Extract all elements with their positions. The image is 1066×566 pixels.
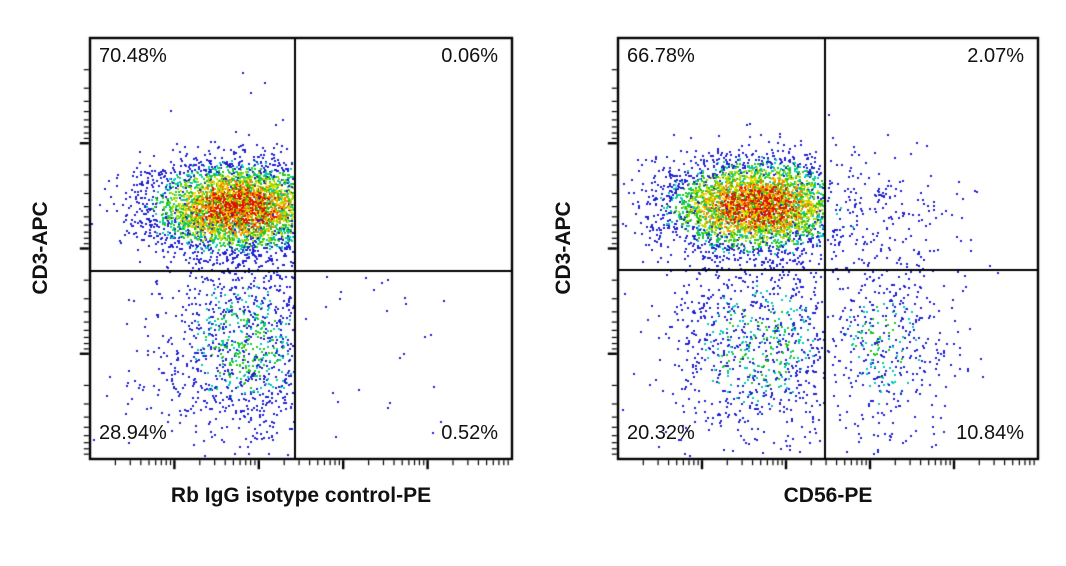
right-panel-quadrant-label-bottom-left: 20.32% (627, 422, 695, 444)
left-panel-quadrant-label-top-left: 70.48% (99, 45, 167, 67)
right-panel-y-axis-label: CD3-APC (552, 201, 575, 295)
right-panel-quadrant-label-bottom-right: 10.84% (956, 422, 1024, 444)
right-panel-quadrant-label-top-left: 66.78% (627, 45, 695, 67)
left-panel-quadrant-label-bottom-right: 0.52% (441, 422, 498, 444)
left-panel-quadrant-label-bottom-left: 28.94% (99, 422, 167, 444)
right-panel-quadrant-label-top-right: 2.07% (967, 45, 1024, 67)
left-panel-quadrant-label-top-right: 0.06% (441, 45, 498, 67)
right-panel-x-axis-label: CD56-PE (783, 484, 873, 507)
left-panel-y-axis-label: CD3-APC (29, 201, 52, 295)
left-panel-x-axis-label: Rb IgG isotype control-PE (170, 484, 432, 507)
